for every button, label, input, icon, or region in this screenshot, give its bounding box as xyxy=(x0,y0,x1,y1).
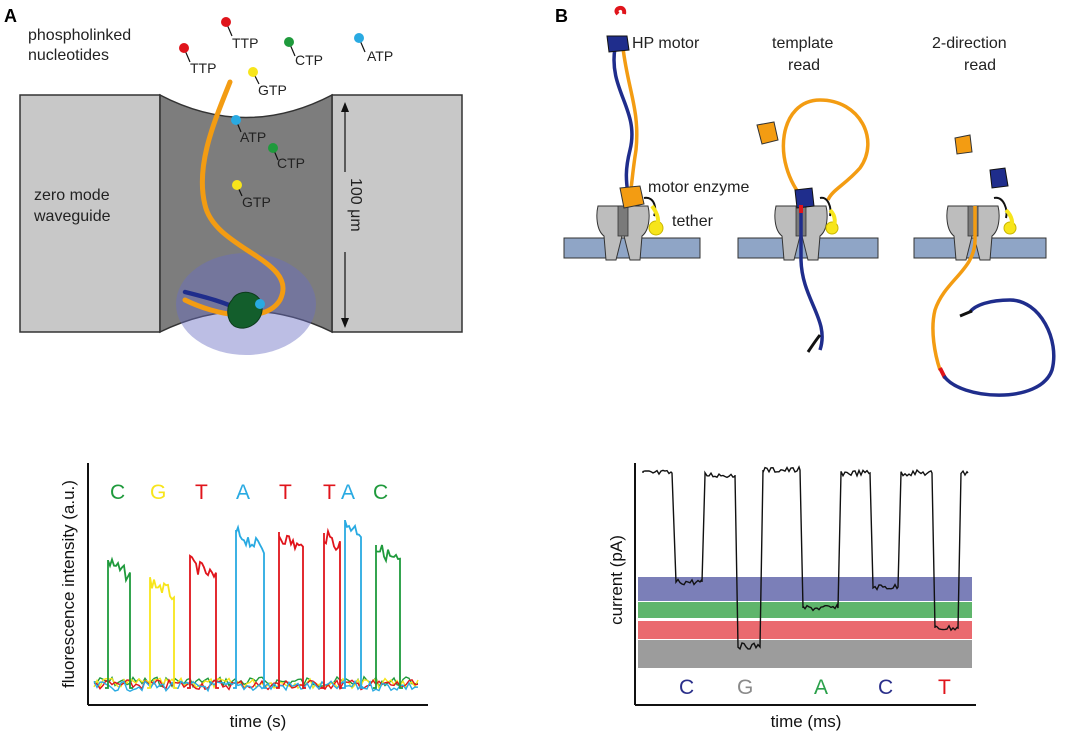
tether-line-2 xyxy=(819,196,832,217)
free-nucleotide-label: GTP xyxy=(258,82,287,98)
free-nucleotide-label: TTP xyxy=(232,35,258,51)
level-band-g xyxy=(638,640,972,668)
tether-label: tether xyxy=(672,213,714,230)
free-nucleotide xyxy=(354,33,366,53)
released-motor-enzyme-icon xyxy=(756,121,779,145)
current-trace-plot xyxy=(634,463,976,706)
tether-1 xyxy=(650,204,661,228)
zero-mode-waveguide xyxy=(19,93,463,334)
nucleotides-title-line1: phospholinked xyxy=(28,27,131,44)
released-hp-motor-icon xyxy=(989,167,1009,189)
panel-a-letter: A xyxy=(4,6,17,26)
free-nucleotide xyxy=(179,43,191,63)
fluorescence-pulse xyxy=(233,524,267,689)
trace-y-label: fluorescence intensity (a.u.) xyxy=(59,480,78,688)
strand-blue-3 xyxy=(942,298,1056,397)
incorporating-nucleotide-icon xyxy=(255,299,265,309)
nanopore-3 xyxy=(946,205,1000,261)
free-nucleotide-label: ATP xyxy=(367,48,393,64)
waveguide-label-line2: waveguide xyxy=(33,208,111,225)
released-motor-enzyme-icon xyxy=(954,134,973,155)
level-band-a xyxy=(638,602,972,618)
current-base-letter: G xyxy=(737,676,753,699)
nanopore-1 xyxy=(596,205,650,261)
trace-base-letter: A xyxy=(341,481,355,504)
tether-3 xyxy=(1004,208,1015,230)
strand-orange-2 xyxy=(781,98,870,202)
template-read-label-line1: template xyxy=(772,35,833,52)
hairpin-icon xyxy=(614,6,627,16)
tether-2 xyxy=(828,208,837,230)
free-nucleotide-label: TTP xyxy=(190,60,216,76)
current-base-letter: A xyxy=(814,676,828,699)
well-nucleotide xyxy=(231,115,242,133)
waveguide-label-line1: zero mode xyxy=(34,187,110,204)
polymerase-icon xyxy=(227,291,263,329)
trace-pulses xyxy=(105,520,403,689)
trace-base-letter: C xyxy=(110,481,125,504)
two-direction-label-line1: 2-direction xyxy=(932,35,1007,52)
current-base-letter: C xyxy=(679,676,694,699)
depth-arrow xyxy=(341,102,349,328)
level-band-c xyxy=(638,577,972,601)
well-nucleotide-label: CTP xyxy=(277,155,305,171)
fluorescence-pulse xyxy=(276,532,306,689)
fluorescence-pulse xyxy=(105,556,133,689)
current-trace xyxy=(642,465,969,651)
trace-base-letter: T xyxy=(195,481,208,504)
strand-blue-2 xyxy=(799,205,824,351)
fluorescence-pulse xyxy=(187,554,219,689)
waveguide-right-wall xyxy=(331,94,463,333)
two-direction-label-line2: read xyxy=(964,57,996,74)
strand-orange-3 xyxy=(931,206,977,371)
current-base-letter: T xyxy=(938,676,951,699)
strand-blue-1 xyxy=(612,47,634,196)
strand-orange-1 xyxy=(621,47,639,196)
hp-motor-label: HP motor xyxy=(632,35,700,52)
motor-enzyme-icon xyxy=(619,185,645,209)
panel-b-letter: B xyxy=(555,6,568,26)
fluorescence-trace-plot xyxy=(87,463,428,706)
fluorescence-pulse xyxy=(321,527,343,689)
tether-bead-1 xyxy=(648,220,664,236)
well-nucleotide-label: GTP xyxy=(242,194,271,210)
trace-x-label: time (s) xyxy=(230,712,287,731)
free-nucleotide xyxy=(284,37,296,57)
trace-base-letter: T xyxy=(279,481,292,504)
trace-base-letter: T xyxy=(323,481,336,504)
trace-base-letter: G xyxy=(150,481,166,504)
strand-end-2 xyxy=(806,334,822,353)
tether-line-3 xyxy=(993,196,1008,219)
hairpin-in-pore xyxy=(799,205,803,213)
motor-enzyme-label: motor enzyme xyxy=(648,179,749,196)
fluorescence-pulse xyxy=(373,544,403,689)
hp-motor-icon xyxy=(606,35,630,53)
trace-baseline-noise xyxy=(93,675,419,693)
depth-label: 100 μm xyxy=(347,178,364,232)
current-x-label: time (ms) xyxy=(771,712,842,731)
well-nucleotide-label: ATP xyxy=(240,129,266,145)
fluorescence-pulse xyxy=(147,577,177,689)
well-nucleotide xyxy=(232,180,243,197)
current-base-letter: C xyxy=(878,676,893,699)
hp-motor-in-pore-icon xyxy=(794,187,815,209)
fluorescence-pulse xyxy=(342,520,364,689)
well-nucleotide xyxy=(268,143,279,161)
trace-base-letter: C xyxy=(373,481,388,504)
level-band-t xyxy=(638,621,972,639)
current-y-label: current (pA) xyxy=(607,535,626,625)
free-nucleotide xyxy=(221,17,233,37)
free-nucleotide xyxy=(248,67,260,85)
free-nucleotide-label: CTP xyxy=(295,52,323,68)
tether-line-1 xyxy=(643,196,657,217)
nucleotides-title-line2: nucleotides xyxy=(28,47,109,64)
strand-end-3 xyxy=(959,309,973,318)
trace-base-letter: A xyxy=(236,481,250,504)
waveguide-left-wall xyxy=(19,94,161,333)
template-read-label-line2: read xyxy=(788,57,820,74)
